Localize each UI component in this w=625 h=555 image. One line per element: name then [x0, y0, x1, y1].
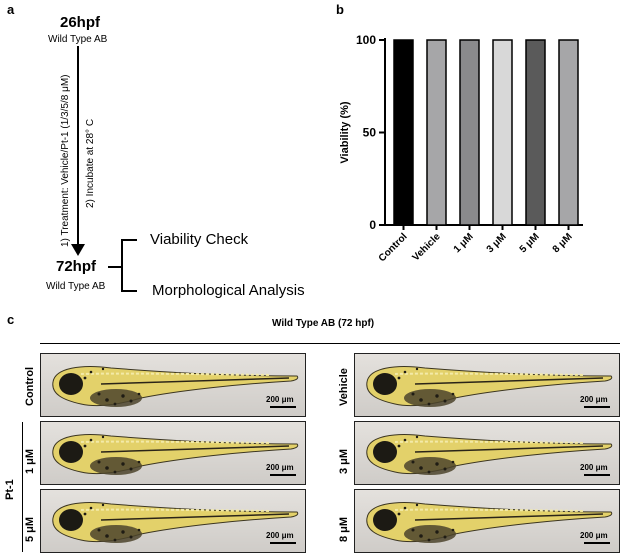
zebrafish-larva-illustration [355, 422, 619, 484]
bar [459, 39, 480, 226]
y-tick-label: 100 [356, 33, 376, 47]
panel-c-letter: c [7, 312, 15, 327]
end-time-label: 72hpf [56, 258, 97, 275]
scale-bar [270, 542, 296, 544]
zebrafish-larva-illustration [355, 490, 619, 552]
zebrafish-larva-illustration [355, 354, 619, 416]
larva-micrograph [354, 353, 620, 417]
timeline-arrowhead [71, 244, 85, 256]
panel-a-letter: a [7, 2, 15, 17]
y-axis-title: Viability (%) [339, 101, 351, 163]
larva-micrograph [40, 489, 306, 553]
x-tick-label: 3 μM [485, 231, 509, 255]
x-tick-label: 1 μM [452, 231, 476, 255]
y-tick-label: 0 [369, 218, 376, 232]
bar [426, 39, 447, 226]
larva-condition-label: 5 μM [24, 516, 36, 542]
treatment-step-label: 1) Treatment: Vehicle/Pt-1 (1/3/5/8 μM) [60, 74, 71, 248]
viability-bar-chart: 0 50 100 Viability (%) Control Vehicle 1 μM 3 μ… [339, 33, 583, 264]
scale-bar-label: 200 μm [266, 395, 294, 404]
scale-bar [584, 474, 610, 476]
larva-micrograph [354, 489, 620, 553]
x-tick-label: 5 μM [518, 231, 542, 255]
zebrafish-larva-illustration [41, 490, 305, 552]
incubate-step-label: 2) Incubate at 28° C [85, 118, 96, 208]
x-tick-label: Control [377, 231, 410, 264]
panel-c-title-rule [40, 343, 620, 344]
branch-top-tick [121, 239, 137, 241]
larva-condition-label: Control [24, 366, 36, 406]
branch-connector-v [121, 239, 123, 292]
pt1-group-bracket [22, 422, 23, 552]
bar [492, 39, 513, 226]
scale-bar-label: 200 μm [266, 463, 294, 472]
larva-condition-label: 1 μM [24, 448, 36, 474]
larva-condition-label: 3 μM [338, 448, 350, 474]
viability-check-label: Viability Check [150, 231, 249, 248]
start-time-label: 26hpf [60, 14, 101, 31]
larva-micrograph [354, 421, 620, 485]
larva-micrograph [40, 421, 306, 485]
scale-bar-label: 200 μm [580, 395, 608, 404]
bar [558, 39, 579, 226]
panel-b-letter: b [336, 2, 344, 17]
larva-condition-label: 8 μM [338, 516, 350, 542]
branch-bottom-tick [121, 290, 137, 292]
y-tick-label: 50 [363, 126, 377, 140]
larva-condition-label: Vehicle [338, 368, 350, 406]
pt1-group-label: Pt-1 [4, 479, 16, 500]
start-strain-label: Wild Type AB [48, 34, 108, 45]
scale-bar-label: 200 μm [266, 531, 294, 540]
zebrafish-larva-illustration [41, 354, 305, 416]
scale-bar [270, 474, 296, 476]
bar [393, 39, 414, 226]
branch-connector-h [108, 266, 122, 268]
x-tick-label: 8 μM [551, 231, 575, 255]
scale-bar [270, 406, 296, 408]
scale-bar [584, 542, 610, 544]
x-tick-label: Vehicle [410, 231, 442, 263]
scale-bar-label: 200 μm [580, 531, 608, 540]
end-strain-label: Wild Type AB [46, 281, 106, 292]
zebrafish-larva-illustration [41, 422, 305, 484]
timeline-arrow-shaft [77, 46, 79, 248]
scale-bar [584, 406, 610, 408]
scale-bar-label: 200 μm [580, 463, 608, 472]
panel-c-title: Wild Type AB (72 hpf) [272, 318, 375, 329]
morphological-analysis-label: Morphological Analysis [152, 282, 305, 299]
bar [525, 39, 546, 226]
larva-micrograph [40, 353, 306, 417]
